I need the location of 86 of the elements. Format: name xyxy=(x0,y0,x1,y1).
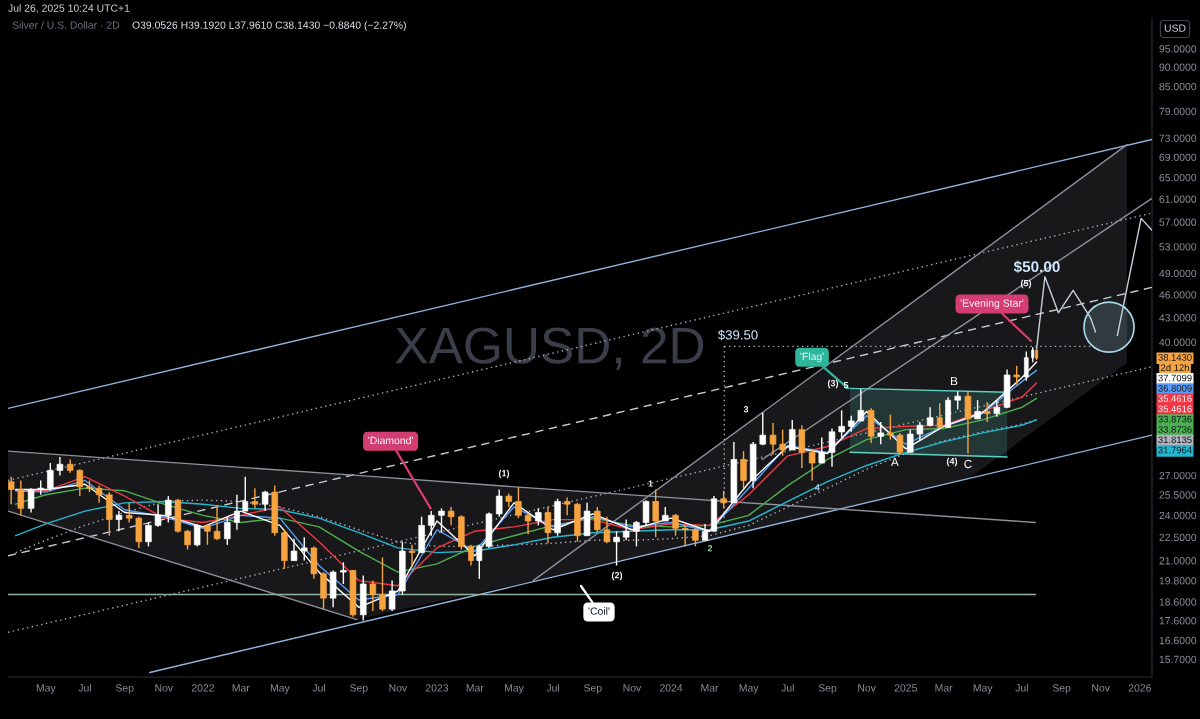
x-tick-label: 2024 xyxy=(660,684,683,692)
y-tick-label: 85.0000 xyxy=(1159,82,1197,91)
text: 37.7099 xyxy=(1158,374,1192,382)
y-tick-label: 43.0000 xyxy=(1159,314,1197,322)
annotation: 1 xyxy=(648,480,653,487)
annotation: 4 xyxy=(814,484,820,491)
x-tick-label: 2026 xyxy=(1128,684,1151,692)
x-tick-label: Nov xyxy=(155,684,174,692)
x-tick-label: Mar xyxy=(701,684,719,692)
x-tick-label: Jul xyxy=(1015,683,1028,692)
text: 31.8135 xyxy=(1158,436,1192,444)
x-tick-label: 2025 xyxy=(894,684,917,692)
annotation: 'Coil' xyxy=(588,607,610,615)
text: 31.7964 xyxy=(1158,446,1192,454)
y-tick-label: 22.5000 xyxy=(1159,533,1197,542)
annotation: B xyxy=(951,376,958,386)
annotation: 'Evening Star' xyxy=(960,299,1024,309)
y-tick-label: 17.6000 xyxy=(1159,617,1197,625)
text: 38.1430 xyxy=(1158,354,1192,361)
y-tick-label: 46.0000 xyxy=(1159,291,1197,299)
annotation: (1) xyxy=(498,469,510,479)
y-tick-label: 57.0000 xyxy=(1159,218,1197,226)
annotation: $50.00 xyxy=(1013,260,1060,274)
y-tick-label: 95.0000 xyxy=(1159,45,1197,53)
x-tick-label: Jul xyxy=(546,683,560,692)
annotation: O39.0526 H39.1920 L37.9610 C38.1430 −0.8840 (−2.27%) xyxy=(132,21,406,31)
x-tick-label: May xyxy=(504,684,524,694)
y-tick-label: 69.0000 xyxy=(1159,153,1197,162)
annotation: 'Diamond' xyxy=(368,436,413,445)
annotation: C xyxy=(964,459,972,469)
x-tick-label: Nov xyxy=(858,684,876,692)
annotation: (5) xyxy=(1020,279,1032,289)
x-tick-label: Mar xyxy=(466,684,484,692)
y-tick-label: 18.6000 xyxy=(1159,598,1197,606)
x-tick-label: May xyxy=(739,684,759,694)
y-tick-label: 15.7000 xyxy=(1159,655,1197,664)
y-tick-label: 49.0000 xyxy=(1159,269,1197,278)
annotation: 3 xyxy=(743,406,749,413)
y-tick-label: 79.0000 xyxy=(1159,107,1197,116)
text: Jul 26, 2025 10:24 UTC+1 xyxy=(8,4,130,14)
annotation: 2 xyxy=(707,545,713,552)
x-tick-label: May xyxy=(36,684,56,694)
x-tick-label: Jul xyxy=(781,683,794,692)
y-tick-label: 90.0000 xyxy=(1159,63,1197,71)
y-tick-label: 27.0000 xyxy=(1159,471,1197,480)
y-tick-label: 61.0000 xyxy=(1159,195,1197,203)
text: 33.8736 xyxy=(1158,426,1192,433)
annotation: (4) xyxy=(946,457,958,467)
y-tick-label: 25.5000 xyxy=(1159,491,1197,499)
x-tick-label: May xyxy=(270,684,290,694)
y-tick-label: 53.0000 xyxy=(1159,243,1197,251)
x-tick-label: 2023 xyxy=(425,684,449,692)
x-tick-label: Sep xyxy=(584,684,602,694)
x-tick-label: Jul xyxy=(78,683,91,692)
text: 35.4616 xyxy=(1158,395,1192,402)
y-tick-label: 65.0000 xyxy=(1159,173,1197,182)
y-tick-label: 16.6000 xyxy=(1159,636,1197,645)
text: 35.4616 xyxy=(1158,405,1192,413)
annotation: 5 xyxy=(843,382,849,389)
x-tick-label: Jul xyxy=(312,683,325,692)
y-tick-label: 19.8000 xyxy=(1159,577,1197,585)
annotation: (2) xyxy=(611,571,623,581)
x-tick-label: 2022 xyxy=(191,684,215,692)
x-tick-label: Nov xyxy=(623,684,642,692)
y-tick-label: 73.0000 xyxy=(1159,134,1197,142)
x-tick-label: Sep xyxy=(1052,684,1071,694)
y-axis-title: USD xyxy=(1164,24,1186,32)
x-tick-label: Nov xyxy=(389,684,408,692)
x-tick-label: May xyxy=(973,684,993,694)
y-tick-label: 21.0000 xyxy=(1159,557,1197,565)
annotation: (3) xyxy=(827,379,839,389)
annotation: A xyxy=(890,457,899,467)
y-tick-label: 40.0000 xyxy=(1159,338,1197,346)
x-tick-label: Mar xyxy=(935,684,953,692)
chart-subtitle: Silver / U.S. Dollar · 2D xyxy=(12,21,120,29)
annotation: 'Flag' xyxy=(800,352,824,363)
annotation: $39.50 xyxy=(717,329,758,341)
x-tick-label: Sep xyxy=(818,684,837,694)
x-tick-label: Nov xyxy=(1092,684,1110,692)
text: 36.8009 xyxy=(1158,384,1192,392)
text: 33.8736 xyxy=(1158,415,1192,423)
x-tick-label: Mar xyxy=(232,684,250,692)
y-tick-label: 24.0000 xyxy=(1159,511,1197,520)
text: 2d 12h xyxy=(1161,364,1189,372)
x-tick-label: Sep xyxy=(349,684,368,694)
x-tick-label: Sep xyxy=(115,684,134,694)
